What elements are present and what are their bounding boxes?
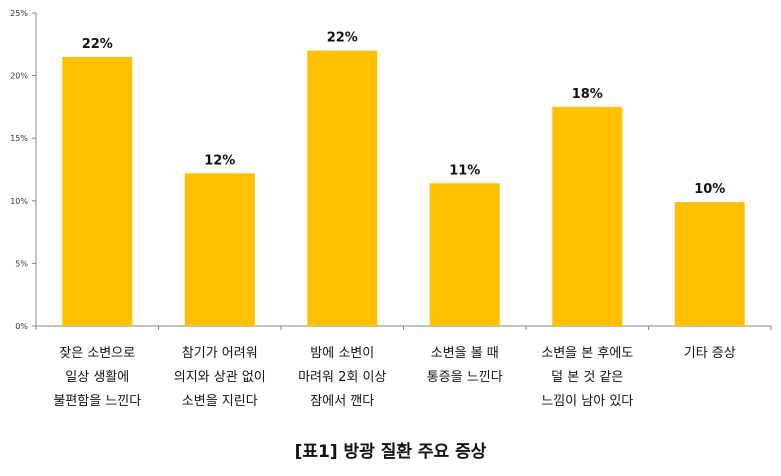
data-label: 18% bbox=[572, 87, 603, 102]
y-tick-label: 20% bbox=[10, 72, 28, 81]
bar bbox=[184, 173, 255, 326]
category-label: 통증을 느낀다 bbox=[427, 370, 503, 385]
chart-axes: 0% 5% 10% 15% 20% 25% bbox=[10, 9, 772, 331]
data-label: 10% bbox=[694, 182, 725, 197]
y-tick-label: 25% bbox=[10, 9, 28, 18]
category-label: 소변을 볼 때 bbox=[431, 346, 499, 361]
y-tick-label: 10% bbox=[10, 197, 28, 206]
data-label: 22% bbox=[82, 37, 113, 52]
data-label-group: 22% 12% 22% 11% 18% 10% bbox=[82, 31, 726, 197]
bar bbox=[307, 50, 378, 327]
bar bbox=[429, 183, 500, 326]
category-label: 마려워 2회 이상 bbox=[298, 370, 386, 385]
bar bbox=[552, 106, 623, 327]
bar-group bbox=[62, 50, 745, 327]
bar bbox=[674, 202, 745, 326]
category-label: 일상 생활에 bbox=[65, 370, 129, 385]
bar bbox=[62, 56, 133, 326]
category-label: 덜 본 것 같은 bbox=[551, 370, 623, 385]
category-label: 느낌이 남아 있다 bbox=[541, 394, 633, 409]
y-tick-label: 0% bbox=[15, 322, 28, 331]
category-label: 소변을 지린다 bbox=[182, 394, 258, 409]
category-label: 불편함을 느낀다 bbox=[53, 394, 141, 409]
category-label: 참기가 어려워 bbox=[182, 346, 258, 361]
category-label: 밤에 소변이 bbox=[310, 346, 374, 361]
category-label: 기타 증상 bbox=[684, 346, 736, 361]
category-label: 잦은 소변으로 bbox=[59, 346, 135, 361]
y-tick-label: 5% bbox=[15, 259, 28, 268]
data-label: 11% bbox=[449, 163, 480, 178]
data-label: 12% bbox=[204, 153, 235, 168]
category-label: 잠에서 깬다 bbox=[310, 394, 374, 409]
data-label: 22% bbox=[327, 31, 358, 46]
category-label: 소변을 본 후에도 bbox=[541, 346, 633, 361]
chart-caption: [표1] 방광 질환 주요 증상 bbox=[294, 442, 487, 462]
category-label: 의지와 상관 없이 bbox=[174, 370, 266, 385]
y-tick-label: 15% bbox=[10, 134, 28, 143]
